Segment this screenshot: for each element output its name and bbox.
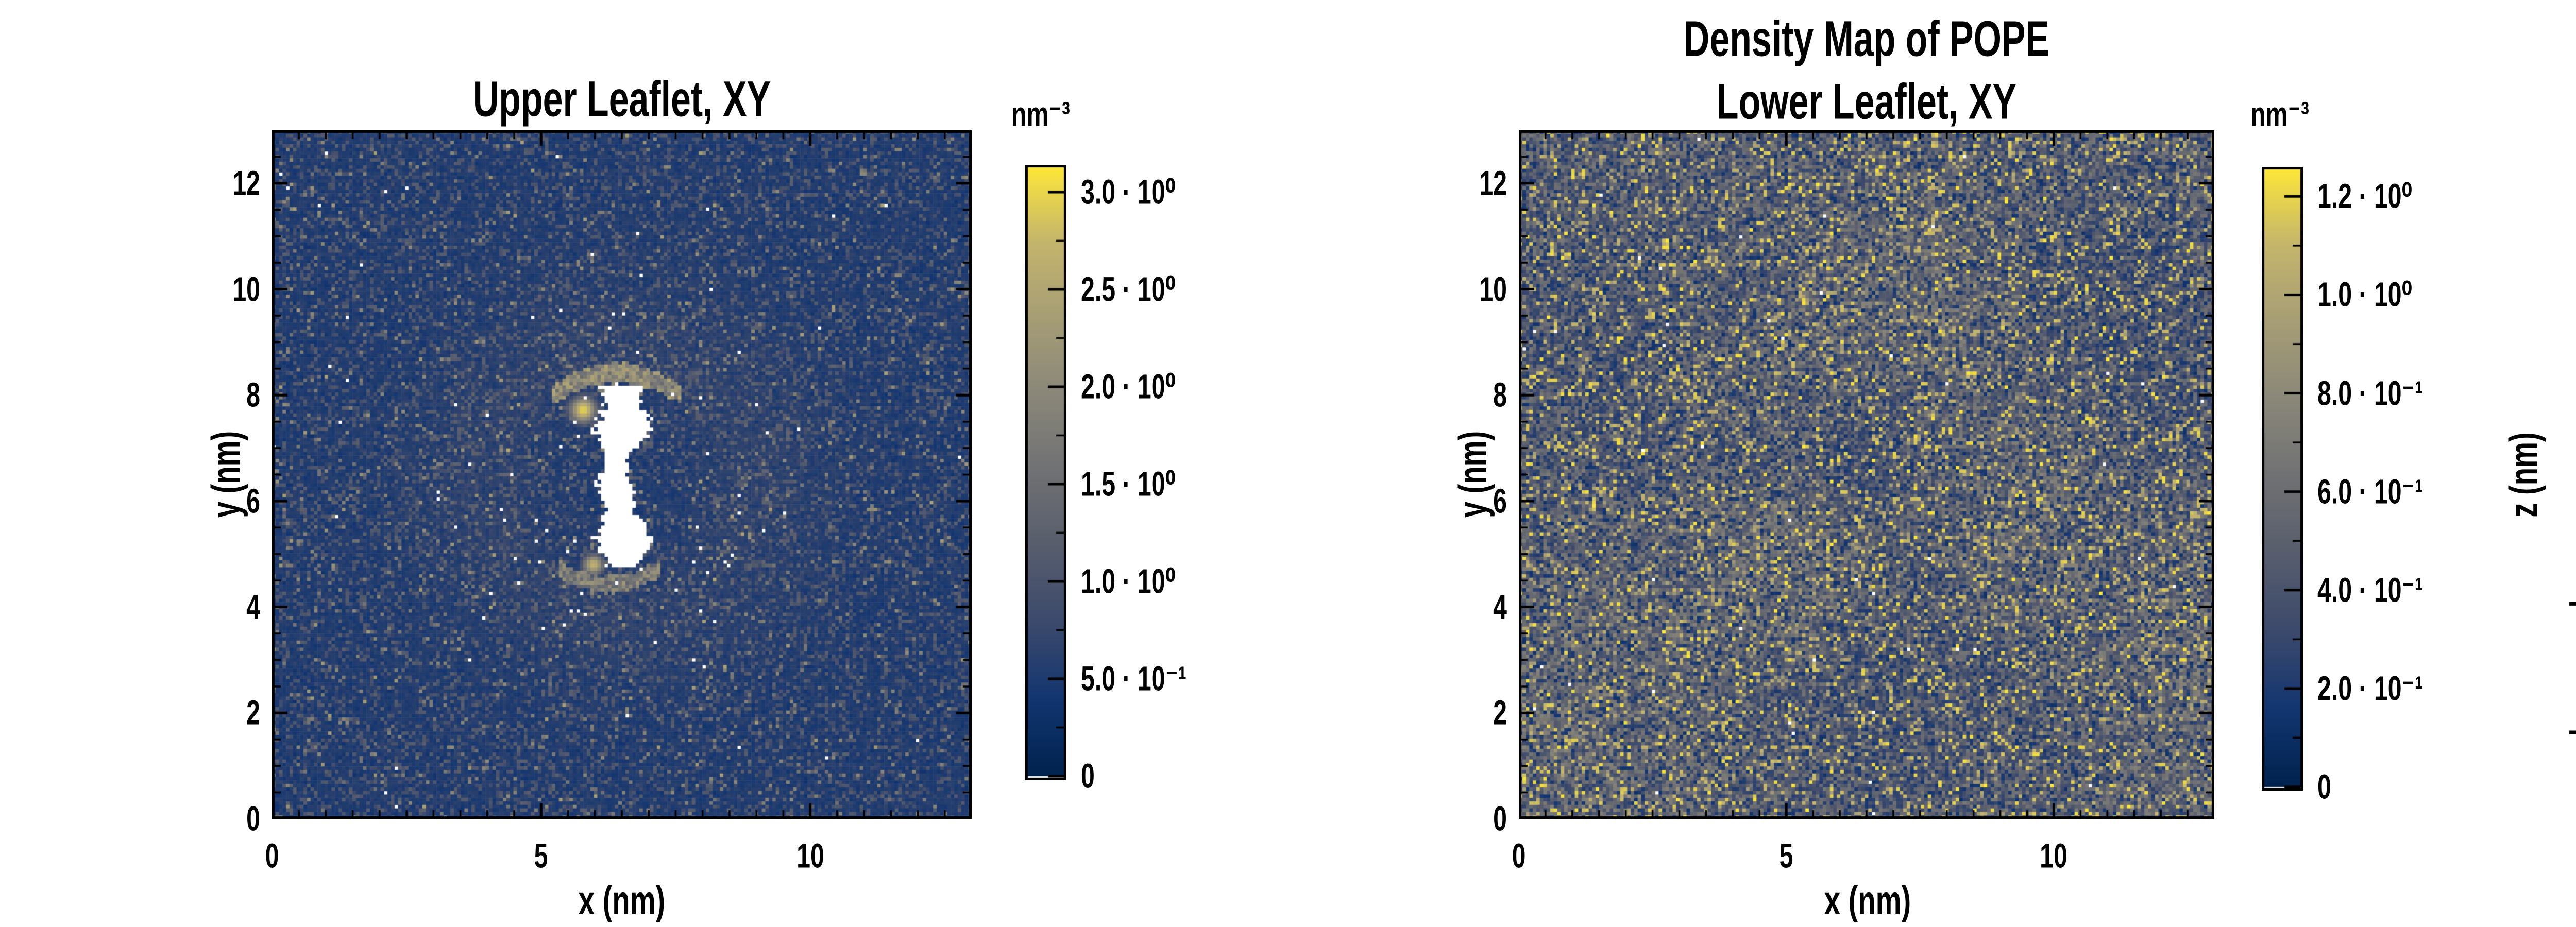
colorbar-upper-leaflet xyxy=(1025,165,1066,780)
y-tick-label: 8 xyxy=(246,375,260,415)
x-axis-label-lower-leaflet: x (nm) xyxy=(1824,878,1911,923)
y-axis-label-upper-leaflet: y (nm) xyxy=(203,431,248,518)
colorbar-tick-label: 1.5 · 10⁰ xyxy=(1081,465,1176,504)
panel-title-upper-leaflet: Upper Leaflet, XY xyxy=(472,71,771,127)
x-tick-label: 5 xyxy=(534,836,548,876)
y-tick-label: 4 xyxy=(246,588,260,627)
figure-suptitle-density-map-of-pope: Density Map of POPE xyxy=(1683,10,2050,67)
y-tick-label: 0 xyxy=(1493,799,1507,838)
colorbar-tick-label: 0 xyxy=(1081,757,1095,796)
y-tick-label: 6 xyxy=(246,482,260,521)
y-tick-label: 2 xyxy=(1493,693,1507,732)
y-axis-label-transversal: z (nm) xyxy=(2501,432,2546,518)
y-tick-label: 10 xyxy=(1479,270,1507,309)
panel-title-lower-leaflet: Lower Leaflet, XY xyxy=(1716,73,2017,130)
heatmap-lower-leaflet-xy xyxy=(1519,130,2214,819)
x-tick-label: 10 xyxy=(2040,836,2068,876)
x-tick-label: 0 xyxy=(1512,836,1526,876)
colorbar-unit-label: nm⁻³ xyxy=(2250,95,2309,134)
colorbar-tick-label: 2.0 · 10⁰ xyxy=(1081,367,1176,406)
x-tick-label: 0 xyxy=(265,836,279,876)
colorbar-tick-label: 2.0 · 10⁻¹ xyxy=(2317,669,2424,708)
y-tick-label: −4 xyxy=(2568,715,2576,750)
x-tick-label: 5 xyxy=(1779,836,1793,876)
colorbar-tick-label: 1.0 · 10⁰ xyxy=(2317,275,2413,314)
colorbar-tick-label: 6.0 · 10⁻¹ xyxy=(2317,472,2424,511)
y-tick-label: −2 xyxy=(2568,587,2576,621)
y-tick-label: 4 xyxy=(1493,588,1507,627)
colorbar-tick-label: 2.5 · 10⁰ xyxy=(1081,270,1176,309)
y-tick-label: 0 xyxy=(246,799,260,838)
y-tick-label: 10 xyxy=(232,270,260,309)
y-tick-label: 2 xyxy=(246,693,260,732)
y-axis-label-lower-leaflet: y (nm) xyxy=(1450,431,1495,518)
colorbar-tick-label: 1.2 · 10⁰ xyxy=(2317,177,2413,216)
colorbar-tick-label: 4.0 · 10⁻¹ xyxy=(2317,571,2424,610)
y-tick-label: 8 xyxy=(1493,375,1507,415)
x-axis-label-upper-leaflet: x (nm) xyxy=(578,878,666,923)
colorbar-tick-label: 1.0 · 10⁰ xyxy=(1081,562,1176,601)
colorbar-tick-label: 5.0 · 10⁻¹ xyxy=(1081,659,1187,698)
y-tick-label: 6 xyxy=(1493,482,1507,521)
y-tick-label: 12 xyxy=(232,164,260,203)
x-tick-label: 10 xyxy=(796,836,824,876)
y-tick-label: 12 xyxy=(1479,164,1507,203)
colorbar-tick-label: 8.0 · 10⁻¹ xyxy=(2317,374,2424,413)
colorbar-tick-label: 3.0 · 10⁰ xyxy=(1081,173,1176,212)
colorbar-lower-leaflet xyxy=(2262,167,2303,791)
heatmap-upper-leaflet-xy xyxy=(272,130,972,819)
colorbar-unit-label: nm⁻³ xyxy=(1011,95,1070,134)
colorbar-tick-label: 0 xyxy=(2317,767,2331,806)
